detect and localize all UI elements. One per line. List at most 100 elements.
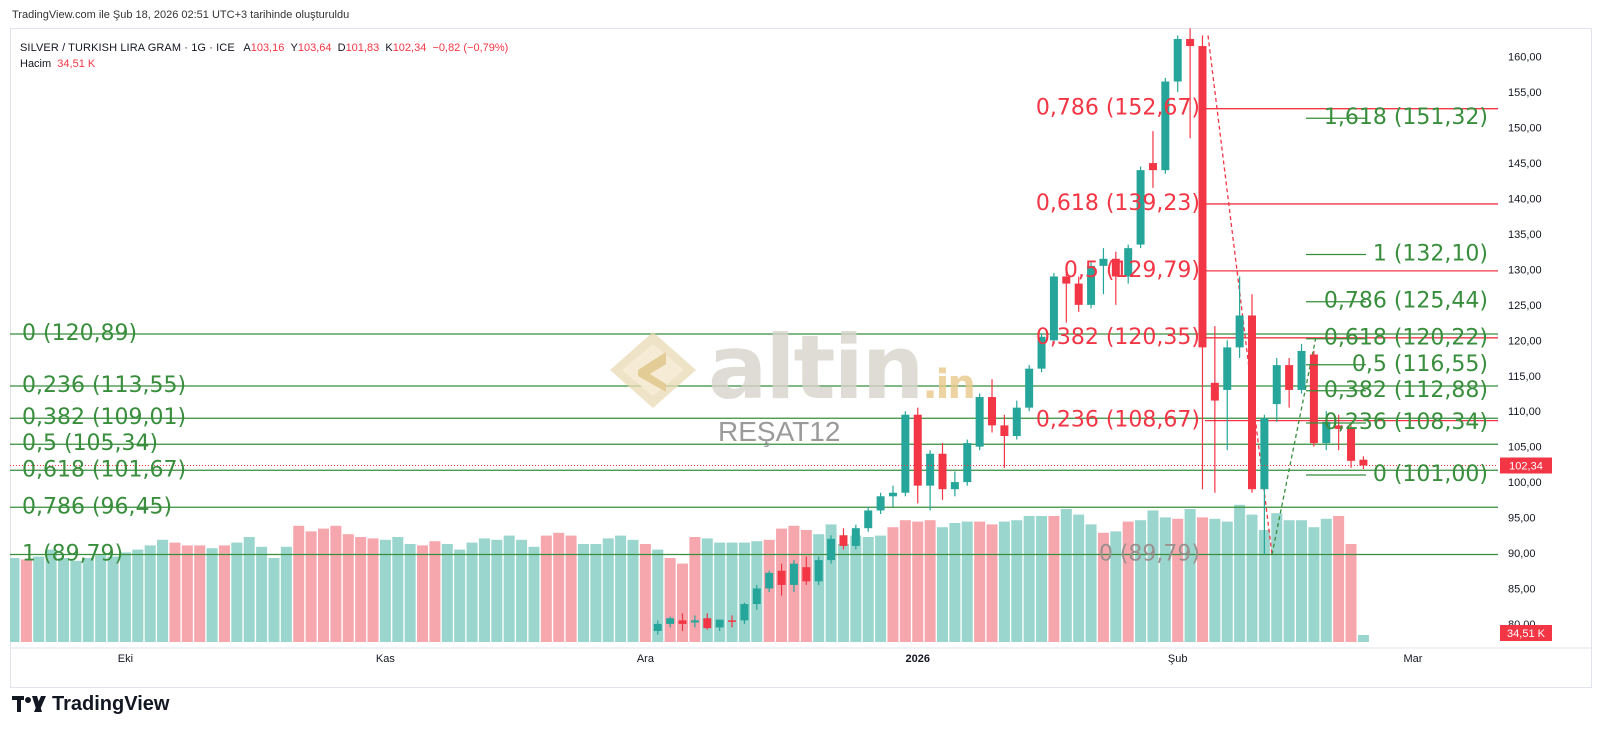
volume-bar [924, 520, 936, 642]
fib-label-red: 0 (89,79) [1099, 541, 1200, 566]
volume-badge-label: 34,51 K [1507, 628, 1546, 640]
volume-bar [404, 544, 416, 642]
candle-body [926, 453, 935, 486]
x-tick-label: Şub [1168, 653, 1188, 665]
volume-bar [181, 545, 193, 642]
volume-bar [342, 534, 354, 642]
tradingview-logo[interactable]: TradingView [12, 690, 169, 718]
legend-open-label: A [243, 42, 251, 54]
candle-body [1087, 265, 1096, 305]
candle-body [1161, 81, 1170, 171]
volume-bar [1122, 521, 1134, 642]
y-tick-label: 140,00 [1508, 194, 1542, 206]
volume-bar [10, 558, 20, 642]
volume-bar [850, 535, 862, 642]
candle-body [1235, 315, 1244, 348]
fib-label-left: 0,382 (109,01) [22, 405, 186, 430]
y-tick-label: 125,00 [1508, 300, 1542, 312]
volume-bar [243, 537, 255, 642]
y-tick-label: 135,00 [1508, 229, 1542, 241]
volume-bar [1036, 516, 1048, 642]
volume-bar [268, 558, 280, 642]
volume-bar [1023, 516, 1035, 642]
candle-body [1260, 418, 1269, 490]
volume-bar [466, 542, 478, 642]
volume-bar [355, 537, 367, 642]
volume-bar [1308, 527, 1320, 642]
candle-body [888, 492, 897, 497]
volume-bar [714, 542, 726, 642]
volume-bar [540, 535, 552, 642]
volume-bar [1073, 514, 1085, 642]
volume-bar [590, 544, 602, 642]
candle-body [1272, 365, 1281, 405]
volume-bar [318, 528, 329, 642]
price-chart[interactable]: 0 (120,89)0,236 (113,55)0,382 (109,01)0,… [10, 28, 1592, 688]
fib-label-left: 0,236 (113,55) [22, 373, 186, 398]
legend-open: 103,16 [250, 42, 285, 54]
last-price-label: 102,34 [1509, 461, 1543, 473]
candle-body [1012, 407, 1021, 437]
volume-bar [577, 544, 589, 642]
volume-bar [528, 546, 540, 642]
fib-label-right: 1 (132,10) [1373, 242, 1488, 267]
volume-bar [132, 549, 144, 642]
y-tick-label: 150,00 [1508, 123, 1542, 135]
volume-bar [825, 524, 837, 642]
volume-bar [218, 545, 230, 642]
candle-body [950, 482, 959, 490]
candle-body [1049, 276, 1058, 341]
y-tick-label: 90,00 [1508, 548, 1536, 560]
volume-bar [1345, 544, 1357, 642]
volume-bar [20, 559, 32, 642]
y-tick-label: 100,00 [1508, 477, 1542, 489]
volume-bar [887, 527, 899, 642]
volume-bar [1320, 518, 1332, 642]
candle-body [765, 572, 774, 589]
candle-body [864, 510, 873, 529]
y-tick-label: 85,00 [1508, 583, 1536, 595]
volume-bar [1221, 521, 1233, 642]
fib-label-red: 0,786 (152,67) [1036, 96, 1200, 121]
legend-change: −0,82 (−0,79%) [432, 42, 509, 54]
candle-body [901, 414, 910, 493]
volume-bar [949, 523, 961, 642]
candle-body [1037, 336, 1046, 369]
volume-bar [441, 544, 453, 642]
volume-bar [937, 527, 948, 642]
candle-body [703, 618, 712, 629]
volume-bar [429, 541, 441, 642]
legend-high-label: Y [290, 42, 298, 54]
volume-bar [1110, 531, 1122, 642]
legend-high: 103,64 [297, 42, 332, 54]
x-tick-label: Eki [118, 653, 133, 665]
fib-label-right: 0 (101,00) [1373, 462, 1488, 487]
volume-bar [813, 534, 825, 642]
candle-body [988, 397, 997, 426]
candle-body [678, 620, 687, 624]
volume-bar [305, 531, 317, 642]
y-tick-label: 95,00 [1508, 513, 1536, 525]
candle-body [851, 528, 860, 546]
volume-bar [206, 548, 218, 642]
candle-body [1186, 38, 1195, 47]
volume-bar [677, 563, 689, 642]
candle-body [802, 567, 811, 582]
candle-body [1285, 365, 1294, 390]
volume-bar [602, 538, 614, 642]
volume-bar [565, 535, 577, 642]
candle-body [876, 496, 885, 511]
candle-body [1062, 276, 1071, 284]
volume-bar [70, 560, 82, 642]
x-tick-label: 2026 [905, 653, 929, 665]
candle-body [789, 563, 798, 585]
volume-bar [998, 521, 1010, 642]
volume-bar [516, 539, 528, 642]
legend-row-volume: Hacim 34,51 K [20, 56, 508, 72]
volume-bar [899, 520, 911, 642]
volume-bar [330, 525, 342, 642]
volume-bar [157, 539, 169, 642]
candle-body [1334, 425, 1343, 429]
candle-body [666, 618, 675, 624]
volume-bar [95, 555, 107, 642]
